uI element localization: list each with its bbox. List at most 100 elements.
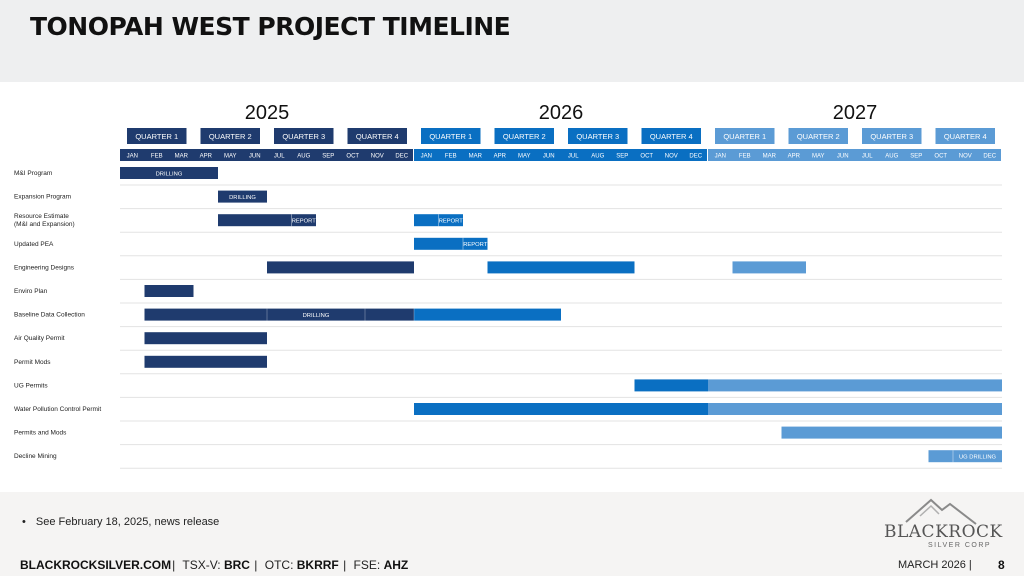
website-link[interactable]: BLACKROCKSILVER.COM <box>20 558 172 572</box>
timeline-bar <box>634 379 708 392</box>
logo-subtitle: SILVER CORP <box>928 542 992 549</box>
timeline-bar <box>144 308 414 321</box>
month-label: JAN <box>715 154 726 160</box>
quarter-label: QUARTER 1 <box>429 132 472 141</box>
month-label: FEB <box>739 154 751 160</box>
otc-label: OTC: <box>264 558 294 572</box>
bar-label: REPORT <box>463 242 488 248</box>
task-label: Enviro Plan <box>14 288 48 295</box>
quarter-label: QUARTER 2 <box>797 132 840 141</box>
quarter-label: QUARTER 3 <box>282 132 325 141</box>
quarter-box <box>494 128 554 144</box>
timeline-bar <box>487 261 635 274</box>
footer-links: BLACKROCKSILVER.COM| TSX-V: BRC | OTC: B… <box>20 558 409 572</box>
timeline-bar <box>708 403 1002 415</box>
month-label: MAR <box>469 154 483 160</box>
month-label: MAR <box>175 154 189 160</box>
quarter-box <box>641 128 701 144</box>
task-label: Permits and Mods <box>14 430 67 437</box>
bullet-icon: • <box>22 516 26 528</box>
month-label: JAN <box>127 154 138 160</box>
month-label: JUL <box>568 154 579 160</box>
quarter-box <box>274 128 334 144</box>
quarter-label: QUARTER 3 <box>576 132 619 141</box>
timeline-bar <box>781 426 1002 439</box>
timeline-bar <box>120 167 218 179</box>
fse-label: FSE: <box>353 558 381 572</box>
month-strip <box>708 149 1001 161</box>
timeline-bar <box>144 285 194 297</box>
timeline-gantt-chart: 2025 2026 2027 QUARTER 1 QUARTER 2 QUARTER 3 Q… <box>14 102 1002 469</box>
timeline-bar <box>267 261 414 274</box>
quarter-box <box>935 128 995 144</box>
quarter-box <box>788 128 848 144</box>
task-label: Expansion Program <box>14 194 71 201</box>
month-label: AUG <box>591 154 604 160</box>
timeline-bar <box>708 379 1002 392</box>
task-label: Air Quality Permit <box>14 335 65 342</box>
quarter-label: QUARTER 3 <box>870 132 913 141</box>
month-label: DEC <box>395 154 408 160</box>
month-label: FEB <box>151 154 163 160</box>
blackrock-mountain-logo-icon <box>905 498 977 525</box>
quarter-label: QUARTER 4 <box>356 132 399 141</box>
month-label: MAY <box>812 154 825 160</box>
task-label: Baseline Data Collection <box>14 312 85 319</box>
timeline-bar <box>144 355 267 368</box>
fse-ticker: AHZ <box>383 558 409 572</box>
month-label: JUN <box>837 154 849 160</box>
timeline-bar <box>218 190 267 203</box>
bar-label: REPORT <box>439 219 464 225</box>
month-label: MAR <box>763 154 777 160</box>
quarter-label: QUARTER 1 <box>135 132 178 141</box>
bar-label: REPORT <box>292 219 317 225</box>
month-label: OCT <box>640 154 653 160</box>
date-text: MARCH 2026 <box>898 559 966 571</box>
month-label: JUL <box>274 154 285 160</box>
month-label: OCT <box>346 154 359 160</box>
month-label: MAY <box>224 154 237 160</box>
task-label: Decline Mining <box>14 453 57 460</box>
month-label: AUG <box>297 154 310 160</box>
quarter-box <box>421 128 481 144</box>
timeline-bar <box>732 261 806 274</box>
task-label: Water Pollution Control Permit <box>14 406 101 413</box>
year-label: 2025 <box>245 102 290 124</box>
task-label: Permit Mods <box>14 359 51 366</box>
page-number: 8 <box>998 558 1005 572</box>
month-label: APR <box>788 154 801 160</box>
month-label: JAN <box>421 154 432 160</box>
task-label: UG Permits <box>14 382 48 389</box>
year-label: 2026 <box>539 102 584 124</box>
timeline-bar <box>928 450 1002 463</box>
month-label: NOV <box>371 154 384 160</box>
quarter-box <box>127 128 187 144</box>
footnote-text: See February 18, 2025, news release <box>35 516 220 528</box>
month-label: NOV <box>959 154 972 160</box>
year-label: 2027 <box>833 102 878 124</box>
task-label: Resource Estimate (M&I and Expansion) <box>14 213 75 228</box>
month-label: AUG <box>885 154 898 160</box>
month-label: DEC <box>689 154 702 160</box>
quarter-box <box>568 128 628 144</box>
logo-name: BLACKROCK <box>884 522 1003 542</box>
month-label: MAY <box>518 154 531 160</box>
month-label: FEB <box>445 154 457 160</box>
quarter-box <box>862 128 922 144</box>
quarter-label: QUARTER 4 <box>650 132 693 141</box>
timeline-bar <box>414 308 561 321</box>
quarter-label: QUARTER 4 <box>944 132 987 141</box>
month-label: SEP <box>322 154 334 160</box>
month-label: SEP <box>910 154 922 160</box>
bar-label: UG DRILLING <box>959 455 997 461</box>
quarter-label: QUARTER 2 <box>209 132 252 141</box>
footnote: • See February 18, 2025, news release <box>22 516 219 528</box>
slide-title: TONOPAH WEST PROJECT TIMELINE <box>30 12 511 41</box>
bar-label: DRILLING <box>156 171 183 177</box>
month-strip <box>414 149 707 161</box>
month-label: NOV <box>665 154 678 160</box>
tsx-label: TSX-V: <box>182 558 221 572</box>
footer-band <box>0 492 1024 576</box>
month-strip <box>120 149 413 161</box>
month-label: JUL <box>862 154 873 160</box>
